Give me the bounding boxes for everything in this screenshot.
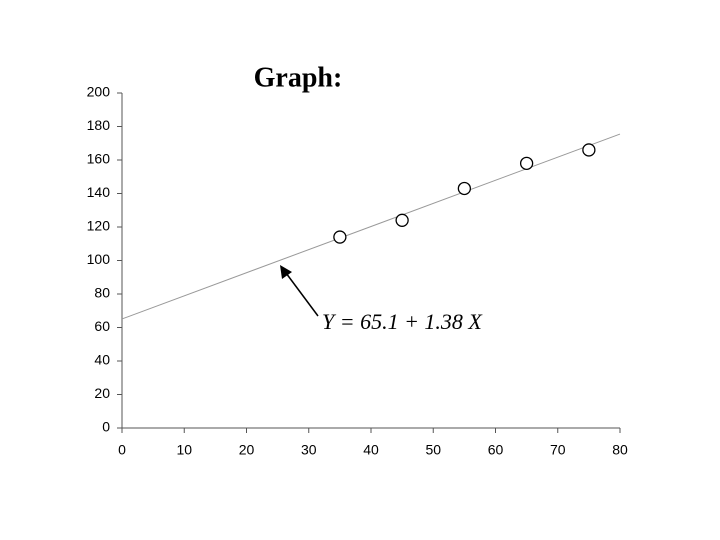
y-tick-label: 120 (87, 218, 111, 234)
fit-line (121, 133, 621, 320)
y-tick-label: 0 (102, 419, 110, 435)
equation-annotation: Y = 65.1 + 1.38 X (322, 309, 483, 334)
data-point (457, 181, 472, 196)
x-tick-label: 70 (550, 442, 566, 458)
y-tick-label: 200 (87, 84, 111, 100)
x-tick-label: 30 (301, 442, 317, 458)
y-tick-label: 60 (94, 318, 110, 334)
x-tick-label: 80 (612, 442, 628, 458)
y-tick-label: 160 (87, 151, 111, 167)
y-tick-label: 100 (87, 251, 111, 267)
data-point (395, 213, 409, 227)
data-point (333, 230, 347, 244)
x-tick-label: 20 (239, 442, 255, 458)
y-tick-label: 80 (94, 285, 110, 301)
chart-title: Graph: (254, 62, 343, 93)
arrow-head (280, 265, 292, 279)
y-tick-label: 20 (94, 385, 110, 401)
x-tick-label: 10 (176, 442, 192, 458)
data-point (582, 143, 596, 157)
y-tick-label: 40 (94, 352, 110, 368)
x-tick-label: 50 (425, 442, 441, 458)
data-point (519, 156, 534, 171)
annotation-arrow (285, 272, 319, 317)
y-tick-label: 140 (87, 184, 111, 200)
x-tick-label: 60 (488, 442, 504, 458)
y-tick-label: 180 (87, 117, 111, 133)
x-tick-label: 40 (363, 442, 379, 458)
x-tick-label: 0 (118, 442, 126, 458)
